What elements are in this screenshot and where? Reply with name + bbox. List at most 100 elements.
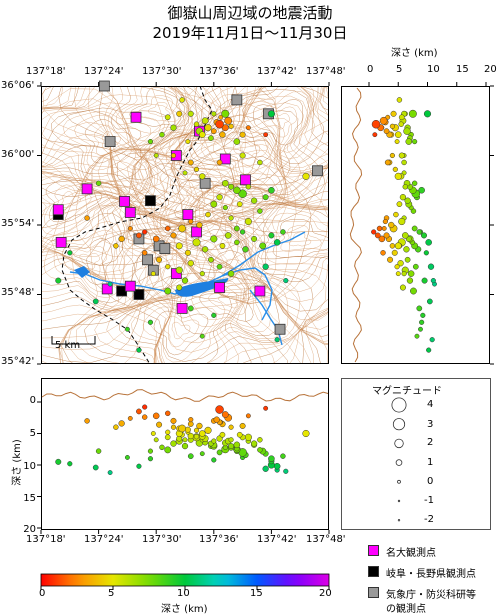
- event-marker-map: [156, 256, 163, 263]
- contour-line: [118, 220, 328, 363]
- event-marker-east: [396, 97, 403, 103]
- event-marker-map: [193, 121, 200, 127]
- event-marker-east: [427, 263, 435, 270]
- station-jma-marker: [159, 243, 171, 255]
- contour-line: [97, 126, 287, 288]
- event-marker-south: [124, 454, 130, 460]
- colorbar: [40, 573, 330, 587]
- event-marker-south: [193, 433, 200, 440]
- event-marker-east: [374, 232, 381, 239]
- event-marker-map: [283, 278, 289, 284]
- event-marker-east: [412, 263, 419, 270]
- event-marker-map: [187, 305, 194, 312]
- station-nagoya-marker: [182, 209, 194, 220]
- map-lon-tick: 137°24': [84, 66, 124, 77]
- south-depth-tick: 10: [23, 461, 36, 472]
- event-marker-south: [216, 449, 223, 456]
- event-marker-east: [426, 298, 433, 305]
- east-depth-tick: 0: [367, 64, 374, 75]
- event-marker-map: [176, 284, 183, 291]
- event-marker-map: [152, 235, 160, 243]
- event-marker-map: [107, 281, 113, 287]
- event-marker-map: [228, 183, 235, 190]
- event-marker-map: [141, 250, 148, 256]
- event-marker-map: [242, 246, 249, 253]
- contour-line: [129, 87, 190, 127]
- event-marker-east: [397, 260, 404, 267]
- magnitude-legend: [341, 378, 491, 530]
- event-marker-map: [187, 110, 194, 117]
- event-marker-map: [193, 166, 200, 172]
- event-marker-map: [184, 249, 191, 256]
- contour-line: [61, 242, 288, 363]
- event-marker-map: [259, 242, 267, 250]
- event-marker-east: [411, 180, 418, 187]
- event-marker-south: [92, 464, 99, 471]
- map-lat-tick: 36°06': [1, 80, 35, 91]
- contour-line: [61, 206, 328, 363]
- east-depth-tick: 5: [396, 64, 403, 75]
- station-jma-marker: [199, 177, 211, 189]
- event-marker-east: [394, 139, 400, 145]
- event-marker-east: [414, 333, 420, 339]
- contour-line: [79, 252, 100, 270]
- event-marker-map: [164, 114, 171, 121]
- magnitude-label: 3: [427, 419, 434, 430]
- contour-line: [42, 87, 272, 221]
- station-nagoya-marker: [101, 283, 113, 295]
- event-marker-south: [187, 453, 194, 460]
- event-marker-map: [238, 189, 247, 198]
- magnitude-legend-symbol: [392, 418, 406, 431]
- event-marker-map: [221, 109, 230, 118]
- event-marker-south: [198, 430, 206, 437]
- contour-line: [84, 271, 252, 363]
- event-marker-south: [193, 427, 200, 433]
- event-marker-east: [398, 217, 406, 226]
- event-marker-east: [408, 109, 417, 118]
- event-marker-east: [425, 239, 432, 246]
- station-gifu-marker: [145, 195, 156, 207]
- event-marker-south: [136, 463, 142, 469]
- contour-line: [42, 121, 152, 280]
- event-marker-east: [411, 225, 418, 232]
- event-marker-east: [372, 132, 378, 138]
- east-depth-tick: 20: [484, 64, 497, 75]
- contour-line: [270, 113, 290, 130]
- event-marker-east: [429, 337, 435, 343]
- south-lon-tick: 137°42': [257, 534, 297, 545]
- contour-line: [42, 87, 193, 216]
- contour-line: [111, 87, 219, 151]
- event-marker-south: [228, 424, 234, 430]
- event-marker-south: [165, 429, 171, 435]
- magnitude-label: 2: [427, 437, 434, 448]
- contour-line: [88, 87, 248, 191]
- contour-line: [211, 182, 328, 321]
- contour-line: [131, 300, 226, 363]
- event-marker-east: [380, 250, 386, 256]
- prefecture-border: [61, 87, 213, 363]
- event-marker-map: [150, 271, 156, 277]
- event-marker-east: [404, 197, 411, 204]
- contour-line: [233, 136, 269, 168]
- event-marker-map: [262, 194, 269, 201]
- south-lon-tick: 137°30': [142, 534, 182, 545]
- event-marker-south: [182, 437, 188, 443]
- event-marker-map: [179, 97, 185, 103]
- event-marker-south: [181, 442, 189, 450]
- event-marker-south: [107, 470, 113, 476]
- event-marker-map: [257, 208, 263, 214]
- event-marker-south: [302, 429, 310, 438]
- event-marker-map: [153, 153, 159, 158]
- event-marker-east: [398, 152, 405, 159]
- event-marker-map: [202, 246, 209, 253]
- title-line2: 2019年11月1日〜11月30日: [152, 24, 348, 42]
- station-jma-label: 気象庁・防災科研等: [386, 590, 476, 601]
- event-marker-map: [204, 124, 212, 132]
- east-depth-section: [341, 86, 490, 364]
- map-lon-tick: 137°30': [142, 66, 182, 77]
- event-marker-map: [201, 117, 209, 125]
- contour-line: [42, 170, 123, 236]
- event-marker-map: [250, 197, 258, 204]
- event-marker-south: [204, 426, 212, 434]
- event-marker-east: [416, 305, 423, 312]
